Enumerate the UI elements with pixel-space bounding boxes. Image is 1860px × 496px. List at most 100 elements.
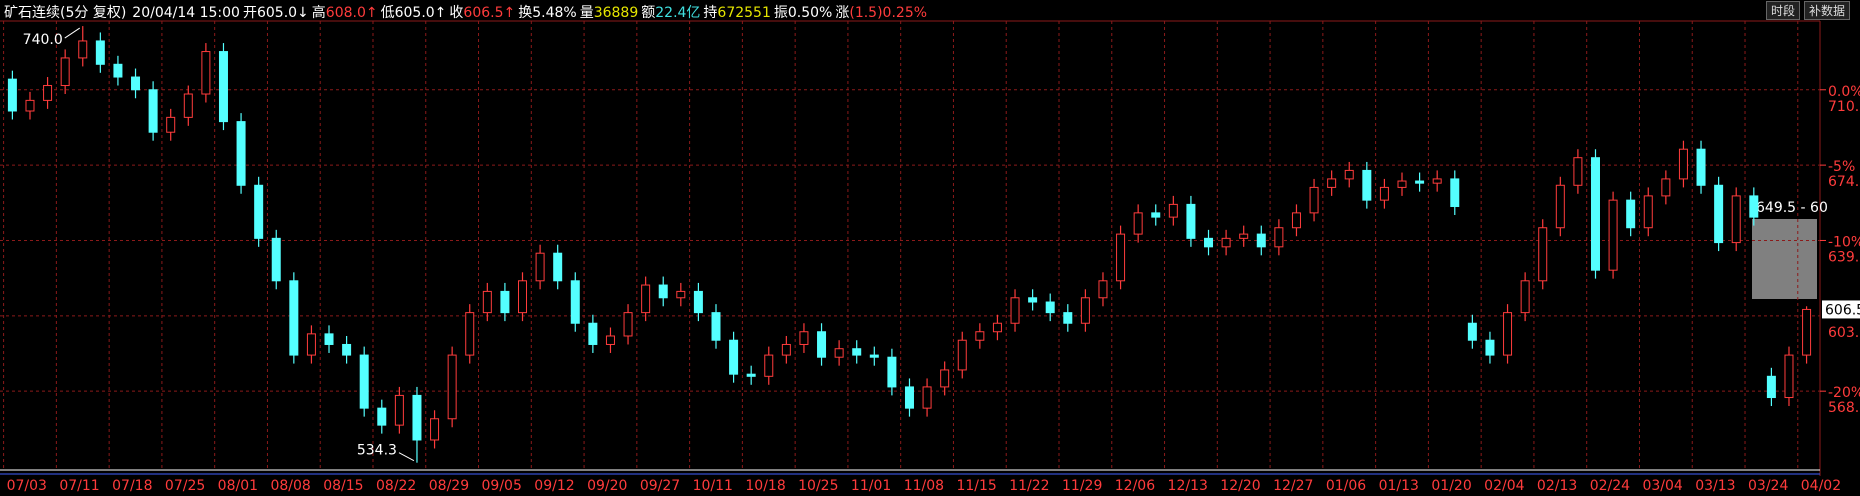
candle-body — [817, 331, 827, 358]
x-tick-label: 02/04 — [1484, 478, 1524, 494]
x-tick-label: 11/22 — [1009, 478, 1049, 494]
candle-body — [1766, 375, 1776, 399]
x-tick-label: 10/11 — [693, 478, 733, 494]
candle-body — [588, 322, 598, 345]
candle-body — [605, 335, 615, 345]
x-tick-label: 03/13 — [1695, 478, 1735, 494]
annotation: 740.0 — [23, 32, 63, 48]
candle-body — [1168, 203, 1178, 218]
candle-body — [1274, 227, 1284, 248]
header-value: 0.50% — [787, 5, 833, 21]
pct-label: -20% — [1828, 385, 1860, 401]
candle-body — [1696, 148, 1706, 186]
selection-box — [1752, 219, 1817, 299]
y-tick-label: 568.0 — [1828, 400, 1860, 416]
header-value: 605.0↑ — [394, 5, 447, 21]
candle-body — [324, 333, 334, 345]
candle-body — [131, 76, 141, 91]
toolbar-button[interactable]: 补数据 — [1803, 1, 1850, 20]
candle-body — [430, 418, 440, 441]
x-tick-label: 07/03 — [7, 478, 47, 494]
candle-body — [377, 407, 387, 426]
header-value: 672551 — [717, 5, 771, 21]
header-label: 额 — [641, 5, 656, 21]
annotation: 534.3 — [357, 443, 397, 459]
x-tick-label: 09/20 — [587, 478, 627, 494]
candle-body — [306, 333, 316, 356]
header-label: 高 — [311, 5, 326, 21]
candle-body — [1485, 339, 1495, 356]
candle-body — [1256, 233, 1266, 248]
x-tick-label: 08/29 — [429, 478, 469, 494]
header-value: 36889 — [593, 5, 639, 21]
candle-body — [1116, 233, 1126, 282]
candle-body — [447, 354, 457, 420]
header-label: 涨 — [835, 5, 850, 21]
candle-body — [60, 57, 70, 87]
toolbar-button[interactable]: 时段 — [1765, 1, 1800, 20]
candle-body — [1045, 301, 1055, 314]
candle-body — [1133, 212, 1143, 235]
pct-label: -10% — [1828, 234, 1860, 250]
candle-body — [764, 354, 774, 377]
header-value: 608.0↑ — [325, 5, 378, 21]
candle-body — [201, 51, 211, 95]
candle-body — [1626, 199, 1636, 229]
pct-label: -5% — [1828, 159, 1855, 175]
x-tick-label: 12/20 — [1220, 478, 1260, 494]
header-label: 换 — [518, 5, 533, 21]
candle-body — [1678, 148, 1688, 180]
header-item: 涨(1.5)0.25% — [835, 5, 927, 21]
candle-body — [676, 290, 686, 299]
y-tick-label: 674.5 — [1828, 174, 1860, 190]
header-value: 20/04/14 15:00 — [132, 5, 240, 21]
candle-body — [729, 339, 739, 375]
x-tick-label: 10/18 — [745, 478, 785, 494]
candle-body — [1467, 322, 1477, 341]
candle-body — [359, 354, 369, 409]
candle-body — [781, 343, 791, 356]
candle-body — [148, 89, 158, 133]
header-item: 持672551 — [703, 5, 770, 21]
candle-body — [1415, 180, 1425, 184]
x-tick-label: 12/27 — [1273, 478, 1313, 494]
candle-body — [1608, 199, 1618, 271]
candle-body — [1503, 312, 1513, 356]
candle-body — [218, 51, 228, 123]
header: 矿石连续(5分 复权) 20/04/14 15:00 开605.0↓ 高608.0↑ 低… — [4, 2, 930, 22]
x-tick-label: 11/08 — [904, 478, 944, 494]
x-tick-label: 07/25 — [165, 478, 205, 494]
candle-body — [1327, 178, 1337, 188]
header-label: 低 — [380, 5, 395, 21]
candle-body — [482, 290, 492, 314]
candle-body — [711, 312, 721, 341]
candle-body — [166, 116, 176, 133]
header-label: 收 — [449, 5, 464, 21]
candle-body — [254, 184, 264, 239]
x-tick-label: 09/27 — [640, 478, 680, 494]
toolbar: 时段 补数据 — [1765, 1, 1850, 20]
x-tick-label: 01/13 — [1379, 478, 1419, 494]
header-item: 换5.48% — [518, 5, 576, 21]
candle-body — [1098, 280, 1108, 299]
candle-body — [1063, 312, 1073, 324]
candle-body — [7, 78, 17, 112]
header-item: 高608.0↑ — [312, 5, 378, 21]
candle-body — [1450, 178, 1460, 208]
x-tick-label: 12/13 — [1168, 478, 1208, 494]
candle-body — [1643, 195, 1653, 229]
header-item: 额22.4亿 — [641, 5, 700, 21]
candle-body — [1397, 180, 1407, 188]
candle-body — [1379, 186, 1389, 201]
candle-body — [992, 322, 1002, 333]
candle-body — [1239, 233, 1249, 239]
candle-body — [1080, 297, 1090, 324]
candle-body — [1802, 308, 1812, 356]
candle-body — [465, 312, 475, 356]
candle-body — [1432, 178, 1442, 184]
candle-body — [342, 343, 352, 356]
candle-body — [236, 121, 246, 186]
x-tick-label: 01/06 — [1326, 478, 1366, 494]
candle-body — [1309, 186, 1319, 214]
